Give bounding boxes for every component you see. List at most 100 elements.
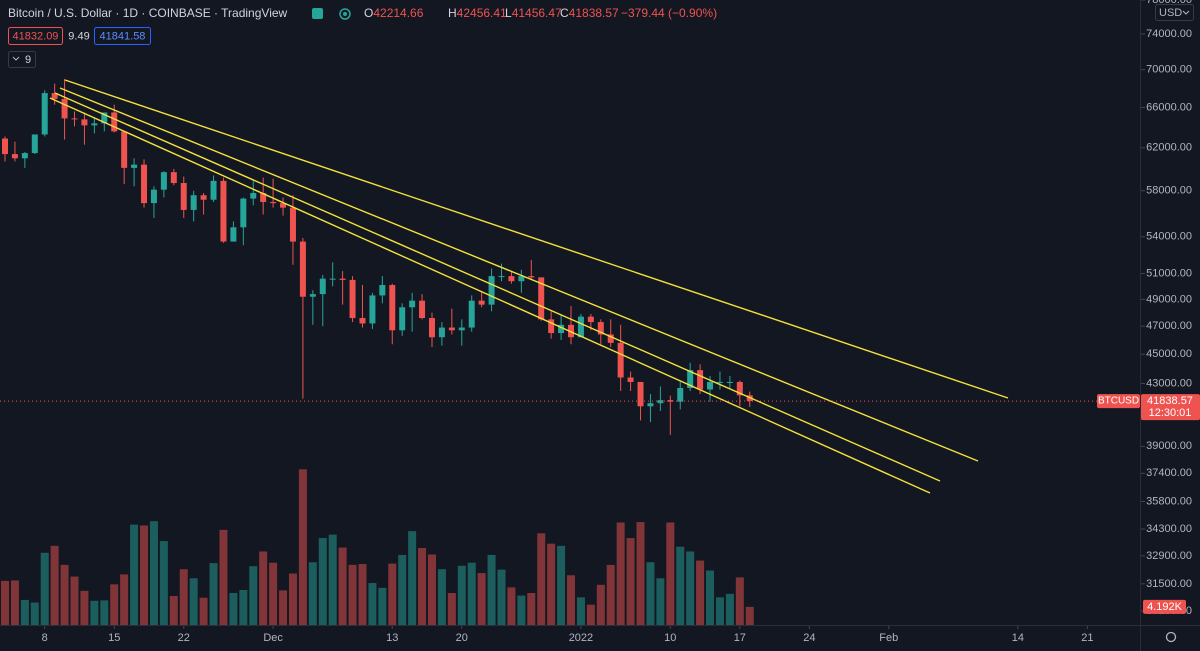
candle-body: [697, 370, 704, 390]
ask: 41841.58: [100, 30, 146, 42]
candle-body: [339, 278, 346, 280]
volume-bar: [30, 602, 39, 625]
x-tick-label: 21: [1081, 632, 1093, 644]
y-tick-label: 47000.00: [1146, 320, 1192, 332]
volume-bar: [497, 569, 506, 625]
volume-bar: [586, 604, 595, 625]
volume-bar: [557, 545, 566, 625]
volume-bar: [348, 564, 357, 625]
candle-body: [518, 276, 525, 282]
trend-line[interactable]: [64, 79, 1009, 399]
volume-bar: [725, 593, 734, 625]
trend-lines: [49, 79, 1009, 494]
x-tick-label: 17: [734, 632, 746, 644]
volume-bar: [567, 575, 576, 625]
ohlc-h: H42456.41: [448, 6, 507, 20]
y-tick-label: 78000.00: [1146, 0, 1192, 6]
trend-line[interactable]: [49, 97, 931, 494]
volume-bar: [20, 599, 29, 625]
candle-body: [528, 276, 535, 278]
volume-bar: [199, 597, 208, 625]
l-label: L: [505, 6, 512, 20]
candle-body: [180, 183, 187, 210]
candle-body: [577, 316, 584, 338]
volume-bar: [219, 529, 228, 625]
candle-body: [657, 400, 664, 404]
h-value: 42456.41: [457, 6, 507, 20]
volume-bar: [616, 522, 625, 625]
volume-bar: [229, 592, 238, 625]
price-tag: [1141, 394, 1200, 421]
volume-bar: [140, 525, 149, 625]
volume-bar: [338, 547, 347, 625]
countdown: 12:30:01: [1149, 407, 1192, 419]
candle-body: [558, 324, 565, 334]
candle-body: [329, 278, 336, 280]
volume-bar: [696, 560, 705, 625]
candle-body: [270, 201, 277, 204]
y-tick-label: 43000.00: [1146, 377, 1192, 389]
y-tick-label: 31500.00: [1146, 578, 1192, 590]
volume-bar: [169, 596, 178, 625]
candle-body: [51, 93, 58, 99]
currency-button[interactable]: [1155, 4, 1194, 21]
y-tick-label: 66000.00: [1146, 101, 1192, 113]
trend-line[interactable]: [54, 92, 941, 482]
candle-body: [309, 294, 316, 297]
trend-line[interactable]: [59, 87, 979, 462]
y-tick-label: 62000.00: [1146, 142, 1192, 154]
candle-body: [349, 279, 356, 319]
volume-bar: [298, 469, 307, 625]
candle-body: [141, 164, 148, 204]
volume-bar: [418, 548, 427, 625]
volume-bar: [100, 600, 109, 625]
volume-bar: [547, 543, 556, 625]
volume-bar: [408, 531, 417, 625]
candle-body: [2, 138, 8, 155]
spread: 9.49: [68, 30, 89, 42]
volume-bar: [10, 580, 19, 625]
volume-bar: [537, 533, 546, 625]
candle-body: [627, 377, 634, 382]
sell-box[interactable]: [8, 27, 63, 45]
candle-body: [280, 203, 287, 208]
volume-bar: [646, 562, 655, 625]
candle-body: [726, 381, 733, 383]
candle-body: [607, 334, 614, 343]
x-tick-label: 22: [178, 632, 190, 644]
x-tick-label: 8: [42, 632, 48, 644]
candle-body: [160, 172, 167, 190]
volume-bar: [259, 551, 268, 625]
buy-box[interactable]: [94, 27, 151, 45]
volume-bar: [318, 538, 327, 625]
candle-body: [468, 300, 475, 328]
volume-bar: [706, 570, 715, 625]
volume-bar: [457, 565, 466, 625]
volume-bar: [328, 534, 337, 625]
settings-icon[interactable]: [1165, 631, 1177, 643]
chevron-icon: [12, 56, 20, 61]
currency: USD: [1159, 7, 1182, 19]
candle-body: [498, 276, 505, 278]
candle-body: [707, 381, 714, 390]
candle-body: [568, 324, 575, 338]
ohlc-l: L41456.47: [505, 6, 562, 20]
candle-body: [101, 112, 108, 124]
indicator-toggle[interactable]: [8, 51, 36, 68]
candle-body: [399, 307, 406, 331]
y-tick-label: 70000.00: [1146, 64, 1192, 76]
volume-bar: [70, 576, 79, 625]
candle-body: [31, 134, 38, 154]
y-tick-label: 51000.00: [1146, 267, 1192, 279]
candle-body: [647, 403, 654, 407]
candle-body: [41, 93, 48, 135]
candle-body: [121, 131, 128, 168]
h-label: H: [448, 6, 457, 20]
candle-body: [319, 278, 326, 295]
volume-bar: [209, 563, 218, 625]
x-tick-label: 13: [386, 632, 398, 644]
volume-bar: [517, 595, 526, 625]
price-tag-value: 41838.57: [1147, 395, 1193, 407]
